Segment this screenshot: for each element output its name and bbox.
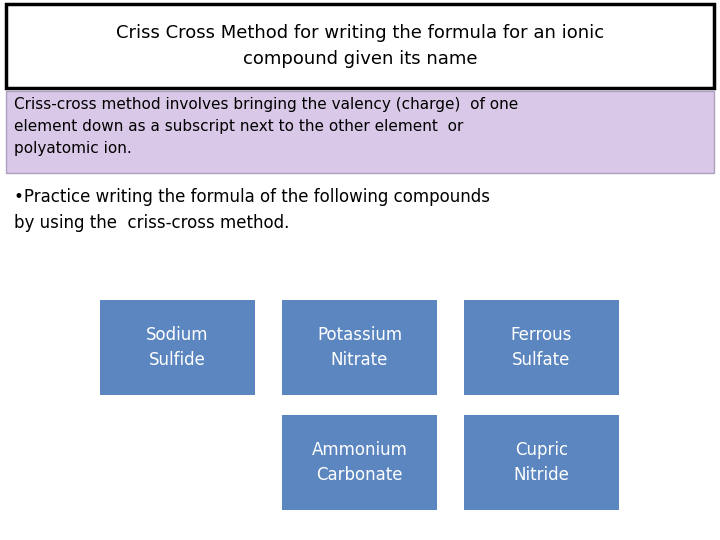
FancyBboxPatch shape xyxy=(282,300,437,395)
Text: Potassium
Nitrate: Potassium Nitrate xyxy=(317,326,402,369)
Text: •Practice writing the formula of the following compounds
by using the  criss-cro: •Practice writing the formula of the fol… xyxy=(14,188,490,232)
Text: Sodium
Sulfide: Sodium Sulfide xyxy=(146,326,209,369)
Text: Criss Cross Method for writing the formula for an ionic
compound given its name: Criss Cross Method for writing the formu… xyxy=(116,24,604,68)
FancyBboxPatch shape xyxy=(464,300,619,395)
FancyBboxPatch shape xyxy=(6,4,714,88)
Text: Criss-cross method involves bringing the valency (charge)  of one
element down a: Criss-cross method involves bringing the… xyxy=(14,97,518,157)
FancyBboxPatch shape xyxy=(282,415,437,510)
FancyBboxPatch shape xyxy=(464,415,619,510)
FancyBboxPatch shape xyxy=(6,91,714,173)
Text: Ferrous
Sulfate: Ferrous Sulfate xyxy=(510,326,572,369)
FancyBboxPatch shape xyxy=(100,300,255,395)
Text: Ammonium
Carbonate: Ammonium Carbonate xyxy=(312,441,408,484)
Text: Cupric
Nitride: Cupric Nitride xyxy=(513,441,570,484)
